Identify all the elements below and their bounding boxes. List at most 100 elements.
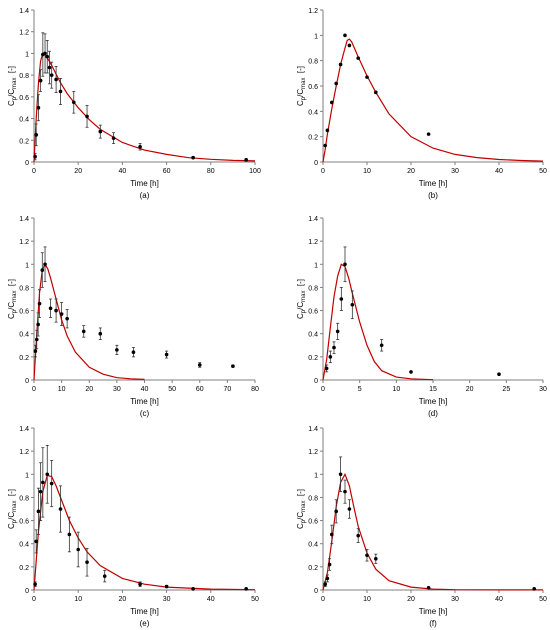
y-tick-label: 0 <box>25 588 29 595</box>
y-tick-label: 0.8 <box>19 73 29 80</box>
y-axis-label-part: C <box>296 100 305 106</box>
data-point <box>37 301 42 306</box>
model-curve <box>33 474 256 591</box>
data-point <box>330 532 334 537</box>
x-tick-label: 20 <box>407 168 415 175</box>
panel-label: (e) <box>140 619 150 628</box>
x-tick-label: 100 <box>249 168 261 175</box>
data-point <box>67 532 72 537</box>
x-tick-label: 30 <box>113 386 121 393</box>
x-axis-label: Time [h] <box>130 607 159 616</box>
y-tick-label: 0.4 <box>308 332 318 339</box>
data-point <box>40 268 45 272</box>
y-axis-label-part: /C <box>296 512 305 520</box>
data-point <box>102 574 107 578</box>
y-tick-label: 1.4 <box>308 426 318 433</box>
data-point <box>58 89 63 94</box>
panel-label: (a) <box>140 191 150 200</box>
data-point <box>338 62 343 67</box>
y-tick-label: 0 <box>25 160 29 167</box>
y-axis-label-part: max <box>12 501 18 512</box>
x-tick-label: 20 <box>407 596 415 603</box>
y-axis-label-part: C <box>7 100 16 106</box>
y-tick-label: 0.4 <box>19 542 29 549</box>
data-point <box>343 489 347 494</box>
x-tick-label: 50 <box>251 596 259 603</box>
data-point <box>76 547 80 552</box>
model-curve <box>322 472 543 591</box>
x-tick-label: 10 <box>58 386 66 393</box>
x-tick-label: 60 <box>163 168 171 175</box>
x-axis-label: Time [h] <box>419 607 448 616</box>
y-axis-label-part: p <box>12 309 18 313</box>
y-axis-label-part: max <box>12 78 18 89</box>
data-point <box>330 100 334 105</box>
y-axis-label-part: [-] <box>296 66 305 78</box>
y-tick-label: 0.2 <box>308 355 318 362</box>
y-tick-label: 0.6 <box>19 95 29 102</box>
data-point <box>49 481 54 486</box>
data-point <box>244 587 248 591</box>
x-tick-label: 70 <box>223 386 231 393</box>
data-point <box>374 556 378 561</box>
data-point <box>231 364 235 368</box>
y-axis-label-part: /C <box>7 512 16 520</box>
data-point <box>328 355 333 359</box>
data-point <box>426 585 431 590</box>
data-point <box>34 133 39 137</box>
x-tick-label: 40 <box>495 168 503 175</box>
y-tick-label: 0.4 <box>308 109 318 116</box>
chart-panel: 0 0.2 0.4 0.6 0.8 1 1.2 1.4 0 5 10 15 20 25 30 Time [h]… <box>296 216 547 418</box>
y-tick-label: 1.4 <box>19 216 29 223</box>
y-tick-label: 1.2 <box>19 239 29 246</box>
y-axis-label: Cp/Cmax [-] <box>296 279 307 319</box>
x-tick-label: 5 <box>358 386 362 393</box>
x-tick-label: 30 <box>163 596 171 603</box>
y-axis-label: Cp/Cmax [-] <box>7 279 18 319</box>
x-tick-label: 0 <box>321 386 325 393</box>
y-tick-label: 1 <box>25 472 29 479</box>
data-point <box>325 576 330 581</box>
x-tick-label: 30 <box>451 596 459 603</box>
data-point <box>111 136 116 140</box>
y-tick-label: 1 <box>314 33 318 40</box>
chart-panel: 0 0.2 0.4 0.6 0.8 1 1.2 0 10 20 30 40 50 Time [h] (b) C… <box>296 8 547 200</box>
y-tick-label: 0.4 <box>19 332 29 339</box>
data-point <box>47 65 52 70</box>
x-tick-label: 10 <box>392 386 400 393</box>
data-point <box>343 262 347 267</box>
data-point <box>339 297 344 301</box>
data-point <box>164 352 169 357</box>
y-axis-label-part: max <box>301 78 307 89</box>
data-point <box>365 75 369 79</box>
data-point <box>38 78 43 83</box>
x-tick-label: 80 <box>207 168 215 175</box>
y-axis-label-part: /C <box>7 89 16 97</box>
data-point <box>98 129 103 134</box>
y-tick-label: 0.2 <box>19 355 29 362</box>
x-tick-label: 40 <box>207 596 215 603</box>
data-point <box>356 533 361 538</box>
x-tick-label: 0 <box>321 596 325 603</box>
data-point <box>244 158 248 162</box>
y-axis-label-part: max <box>301 501 307 512</box>
data-point <box>45 54 50 59</box>
y-axis-label-part: C <box>296 523 305 529</box>
y-axis-label-part: C <box>7 313 16 319</box>
y-tick-label: 1.2 <box>308 8 318 15</box>
y-tick-label: 1.2 <box>308 239 318 246</box>
y-axis-label-part: [-] <box>296 489 305 501</box>
y-tick-label: 0 <box>314 588 318 595</box>
data-point <box>38 489 43 494</box>
data-point <box>59 312 64 316</box>
x-tick-label: 0 <box>32 596 36 603</box>
y-tick-label: 0.4 <box>19 117 29 124</box>
x-tick-label: 40 <box>495 596 503 603</box>
data-point <box>138 582 142 587</box>
y-tick-label: 0.8 <box>19 285 29 292</box>
data-point <box>36 509 41 514</box>
data-point <box>33 154 37 159</box>
data-point <box>58 507 63 511</box>
data-point <box>323 143 328 148</box>
y-tick-label: 0.8 <box>19 495 29 502</box>
